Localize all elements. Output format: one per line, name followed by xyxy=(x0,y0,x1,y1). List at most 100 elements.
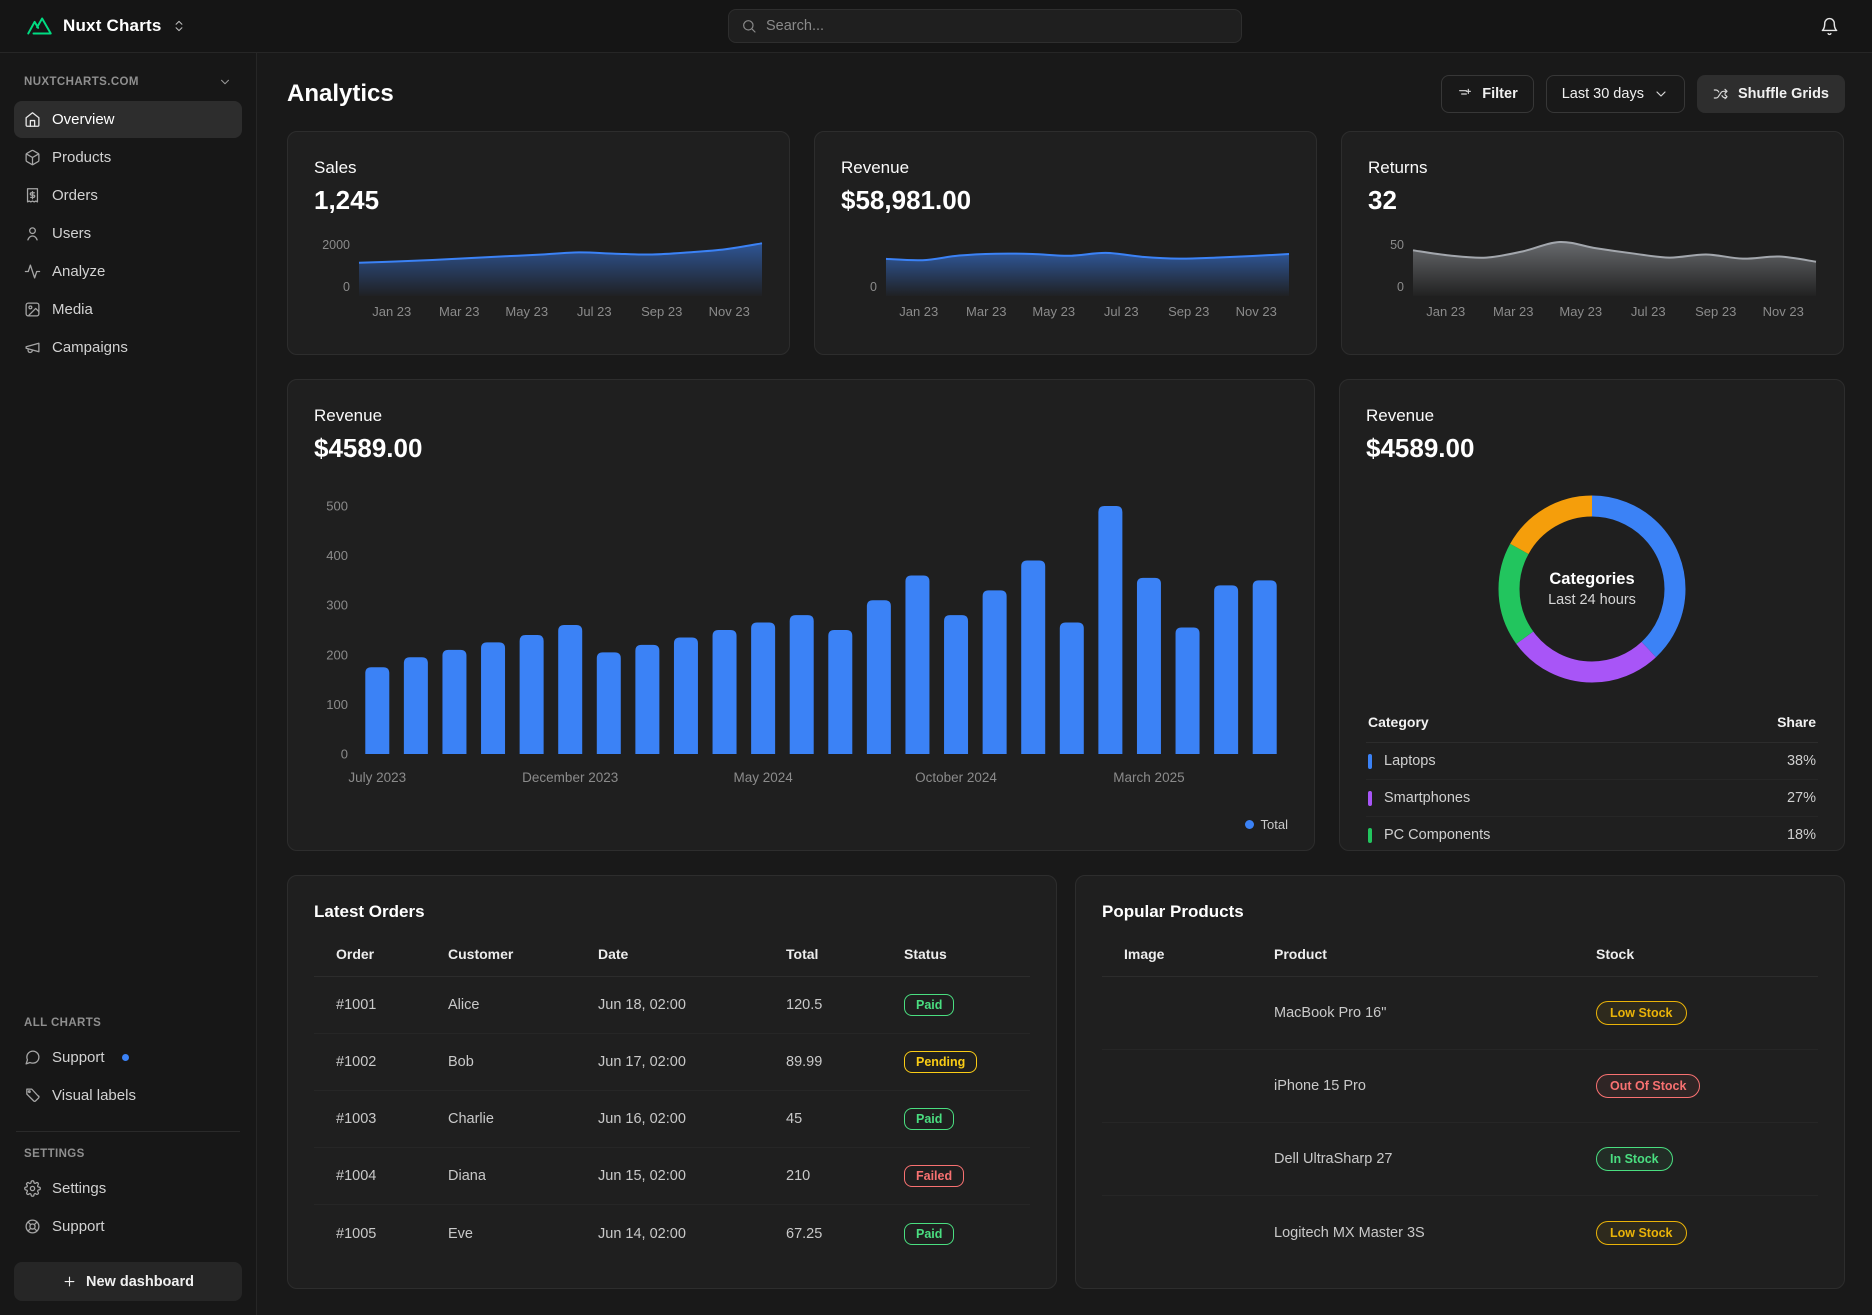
bar xyxy=(520,635,544,754)
bar xyxy=(1060,623,1084,754)
category-label: Smartphones xyxy=(1384,790,1470,806)
category-share: 38% xyxy=(1787,753,1816,769)
x-axis-tick: March 2025 xyxy=(1113,770,1184,785)
topbar: Nuxt Charts xyxy=(0,0,1872,53)
order-status-badge: Paid xyxy=(904,1223,954,1245)
y-axis-tick: 50 xyxy=(1390,238,1404,252)
bar xyxy=(558,625,582,754)
chart-legend: Total xyxy=(1245,817,1288,832)
sidebar-item-label: Visual labels xyxy=(52,1087,136,1104)
x-axis-tick: Jan 23 xyxy=(1412,304,1480,319)
products-col-header: Stock xyxy=(1596,946,1818,962)
products-title: Popular Products xyxy=(1102,902,1818,922)
filter-button[interactable]: Filter xyxy=(1441,75,1533,113)
sidebar-item-overview[interactable]: Overview xyxy=(14,101,242,138)
x-axis-tick: May 2024 xyxy=(733,770,793,785)
all-charts-label: ALL CHARTS xyxy=(14,1017,242,1039)
bar xyxy=(635,645,659,754)
order-row: #1005EveJun 14, 02:0067.25Paid xyxy=(314,1205,1030,1262)
megaphone-icon xyxy=(24,339,41,356)
category-share: 18% xyxy=(1787,827,1816,843)
sidebar-item-media[interactable]: Media xyxy=(14,291,242,328)
latest-orders-card: Latest Orders OrderCustomerDateTotalStat… xyxy=(287,875,1057,1289)
order-row: #1003CharlieJun 16, 02:0045Paid xyxy=(314,1091,1030,1148)
notifications-button[interactable] xyxy=(1812,9,1846,43)
search-input[interactable] xyxy=(766,18,1229,34)
x-axis-tick: May 23 xyxy=(1020,304,1088,319)
bar xyxy=(365,667,389,754)
orders-col-header: Order xyxy=(336,946,448,962)
settings-label: SETTINGS xyxy=(14,1148,242,1170)
bar xyxy=(597,652,621,754)
sidebar-item-label: Analyze xyxy=(52,263,105,280)
bar xyxy=(905,575,929,754)
x-axis-tick: Jan 23 xyxy=(885,304,953,319)
category-share: 27% xyxy=(1787,790,1816,806)
donut-title: Categories xyxy=(1549,570,1634,589)
y-axis-tick: 300 xyxy=(326,598,348,613)
bar xyxy=(828,630,852,754)
order-row: #1004DianaJun 15, 02:00210Failed xyxy=(314,1148,1030,1205)
sidebar-divider xyxy=(16,1131,240,1132)
order-status-badge: Paid xyxy=(904,994,954,1016)
sidebar-item-label: Media xyxy=(52,301,93,318)
sidebar-item-campaigns[interactable]: Campaigns xyxy=(14,329,242,366)
filter-label: Filter xyxy=(1482,86,1517,102)
brand[interactable]: Nuxt Charts xyxy=(26,16,186,36)
y-axis-tick: 0 xyxy=(341,747,348,762)
products-col-header: Product xyxy=(1274,946,1596,962)
sidebar-settings-menu: Settings Support xyxy=(14,1170,242,1246)
sidebar-item-label: Users xyxy=(52,225,91,242)
sidebar-item-support[interactable]: Support xyxy=(14,1208,242,1245)
sidebar-item-settings[interactable]: Settings xyxy=(14,1170,242,1207)
bar xyxy=(481,642,505,754)
sidebar-item-label: Settings xyxy=(52,1180,106,1197)
sidebar-item-products[interactable]: Products xyxy=(14,139,242,176)
sales-spark-card: Sales1,24520000Jan 23Mar 23May 23Jul 23S… xyxy=(287,131,790,355)
popular-products-card: Popular Products ImageProductStock MacBo… xyxy=(1075,875,1845,1289)
shuffle-grids-button[interactable]: Shuffle Grids xyxy=(1697,75,1845,113)
sidebar-item-visual-labels[interactable]: Visual labels xyxy=(14,1077,242,1114)
sidebar: NUXTCHARTS.COM Overview Products Orders Use… xyxy=(0,53,257,1315)
stock-badge: In Stock xyxy=(1596,1147,1673,1171)
order-row: #1001AliceJun 18, 02:00120.5Paid xyxy=(314,977,1030,1034)
y-axis-tick: 500 xyxy=(326,499,348,514)
categories-donut-card: Revenue $4589.00 Categories Last 24 hour… xyxy=(1339,379,1845,851)
sidebar-item-users[interactable]: Users xyxy=(14,215,242,252)
order-id: #1001 xyxy=(336,997,448,1013)
sidebar-item-support[interactable]: Support xyxy=(14,1039,242,1076)
x-axis-tick: Sep 23 xyxy=(628,304,696,319)
y-axis-tick: 400 xyxy=(326,548,348,563)
brand-name: Nuxt Charts xyxy=(63,16,162,36)
revenue-bar-chart-card: Revenue $4589.00 0100200300400500July 20… xyxy=(287,379,1315,851)
sidebar-item-orders[interactable]: Orders xyxy=(14,177,242,214)
y-axis-tick: 100 xyxy=(326,697,348,712)
x-axis-tick: October 2024 xyxy=(915,770,997,785)
revenue-bar-chart: 0100200300400500July 2023December 2023Ma… xyxy=(314,492,1290,804)
sidebar-item-label: Orders xyxy=(52,187,98,204)
orders-col-header: Status xyxy=(904,946,1030,962)
category-row: PC Components18% xyxy=(1366,817,1818,853)
orders-header: OrderCustomerDateTotalStatus xyxy=(314,936,1030,977)
product-row: MacBook Pro 16"Low Stock xyxy=(1102,977,1818,1050)
sidebar-item-analyze[interactable]: Analyze xyxy=(14,253,242,290)
workspace-switcher[interactable]: NUXTCHARTS.COM xyxy=(14,71,242,101)
chevrons-up-down-icon xyxy=(172,19,186,33)
kpi-value: $58,981.00 xyxy=(841,185,1290,216)
tag-icon xyxy=(24,1087,41,1104)
order-total: 210 xyxy=(786,1168,904,1184)
activity-icon xyxy=(24,263,41,280)
kpi-title: Returns xyxy=(1368,158,1817,178)
x-axis-tick: May 23 xyxy=(493,304,561,319)
order-date: Jun 18, 02:00 xyxy=(598,997,786,1013)
category-row: Smartphones 27% xyxy=(1366,780,1818,817)
date-range-select[interactable]: Last 30 days xyxy=(1546,75,1685,113)
x-axis-tick: Nov 23 xyxy=(1223,304,1291,319)
sidebar-item-label: Overview xyxy=(52,111,115,128)
kpi-title: Revenue xyxy=(841,158,1290,178)
x-axis-tick: December 2023 xyxy=(522,770,618,785)
new-dashboard-button[interactable]: New dashboard xyxy=(14,1262,242,1301)
order-date: Jun 17, 02:00 xyxy=(598,1054,786,1070)
search-bar[interactable] xyxy=(728,9,1242,43)
message-icon xyxy=(24,1049,41,1066)
